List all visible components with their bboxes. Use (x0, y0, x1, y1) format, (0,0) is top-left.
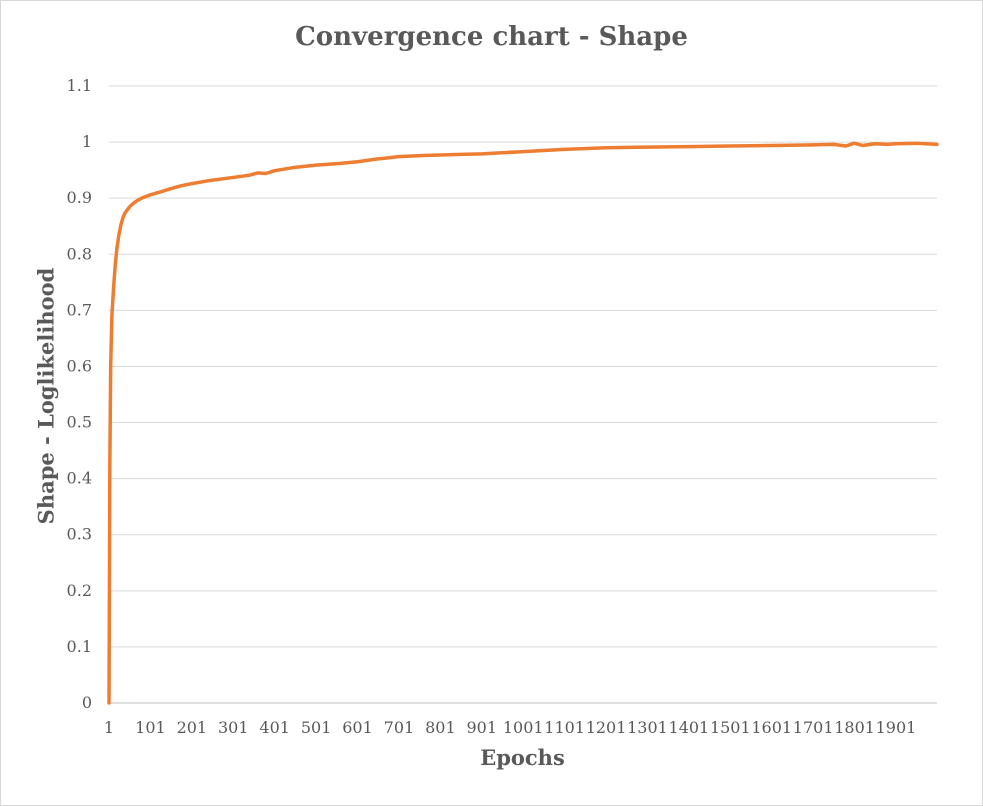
x-tick-label: 801 (425, 718, 456, 737)
x-tick-label: 201 (177, 718, 208, 737)
y-tick-label: 0 (82, 693, 92, 712)
chart-title: Convergence chart - Shape (295, 22, 688, 52)
x-tick-label: 1301 (627, 718, 668, 737)
x-tick-label: 1801 (834, 718, 875, 737)
x-tick-label: 701 (384, 718, 415, 737)
x-tick-label: 901 (467, 718, 498, 737)
y-tick-label: 1.1 (67, 76, 92, 95)
x-tick-label: 1501 (710, 718, 751, 737)
y-tick-label: 0.8 (67, 244, 92, 263)
y-tick-label: 0.9 (67, 188, 92, 207)
y-tick-label: 1 (82, 132, 92, 151)
gridlines (109, 85, 937, 704)
y-tick-labels: 0 0.1 0.2 0.3 0.4 0.5 0.6 0.7 0.8 0.9 1 1.1 (67, 76, 92, 712)
x-tick-label: 301 (218, 718, 249, 737)
x-tick-label: 1001 (503, 718, 544, 737)
x-tick-label: 601 (342, 718, 373, 737)
x-tick-label: 1201 (586, 718, 627, 737)
y-tick-label: 0.4 (67, 469, 92, 488)
x-tick-label: 1101 (544, 718, 585, 737)
x-tick-label: 1701 (793, 718, 834, 737)
x-tick-label: 401 (259, 718, 290, 737)
y-axis-label: Shape - Loglikelihood (33, 267, 59, 525)
y-tick-label: 0.3 (67, 525, 92, 544)
x-tick-label: 101 (135, 718, 166, 737)
x-axis-label: Epochs (480, 745, 565, 770)
x-tick-labels: 1 101 201 301 401 501 601 701 801 901 1001 1101 1201… (104, 718, 916, 737)
series-layer (107, 141, 939, 705)
y-tick-label: 0.2 (67, 581, 92, 600)
x-tick-label: 501 (301, 718, 332, 737)
y-tick-label: 0.5 (67, 413, 92, 432)
x-tick-label: 1401 (669, 718, 710, 737)
y-tick-label: 0.1 (67, 637, 92, 656)
y-tick-label: 0.7 (67, 300, 92, 319)
x-tick-label: 1 (104, 718, 114, 737)
x-tick-label: 1901 (876, 718, 917, 737)
y-tick-label: 0.6 (67, 356, 92, 375)
x-tick-label: 1601 (751, 718, 792, 737)
series-line (107, 141, 939, 705)
